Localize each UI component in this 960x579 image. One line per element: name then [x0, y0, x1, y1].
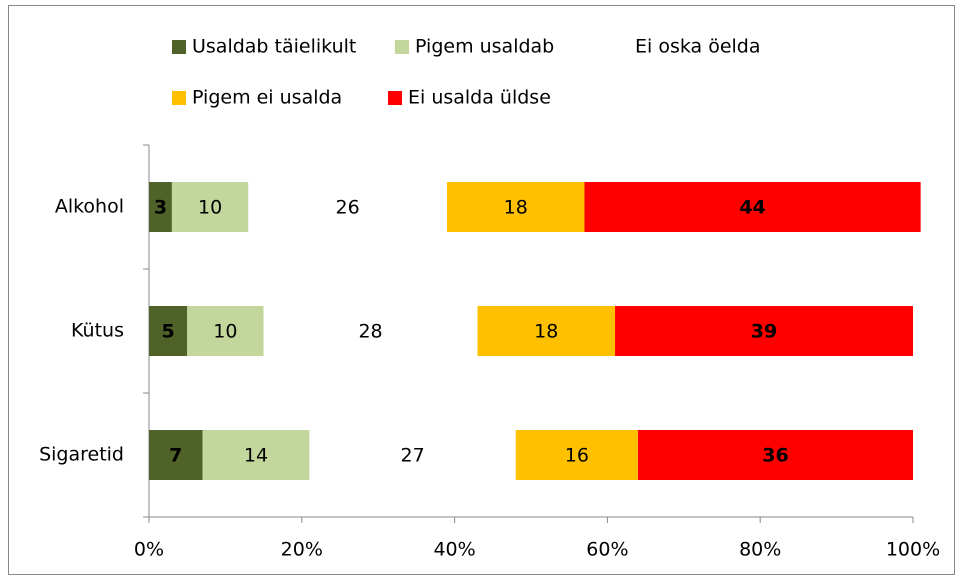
x-tick-label: 60% [586, 539, 628, 561]
data-label: 26 [336, 197, 360, 219]
bar-segment [171, 182, 249, 232]
bar-segment [149, 430, 203, 480]
bar-segment [309, 430, 516, 480]
x-tick-label: 0% [134, 539, 164, 561]
legend-swatch [388, 91, 402, 105]
legend-label: Usaldab täielikult [192, 36, 356, 58]
data-label: 5 [161, 321, 174, 343]
data-label: 36 [762, 445, 788, 467]
y-tick-label: Kütus [71, 320, 124, 342]
legend-swatch [615, 40, 629, 54]
data-label: 10 [213, 321, 237, 343]
bar-segment [515, 430, 638, 480]
data-label: 7 [169, 445, 182, 467]
legend-swatch [172, 40, 186, 54]
legend-label: Ei usalda üldse [408, 87, 551, 109]
data-label: 3 [154, 197, 167, 219]
legend-label: Pigem usaldab [415, 36, 554, 58]
bar-segment [149, 182, 172, 232]
bar-segment [202, 430, 310, 480]
data-label: 44 [739, 197, 765, 219]
data-label: 16 [565, 445, 589, 467]
bar-segment [637, 430, 913, 480]
bar-segment [446, 182, 585, 232]
y-tick-label: Sigaretid [39, 444, 124, 466]
bar-segment [615, 306, 913, 356]
legend-swatch [172, 91, 186, 105]
x-tick-label: 40% [433, 539, 475, 561]
data-label: 39 [751, 321, 777, 343]
bar-segment [584, 182, 921, 232]
bar-segment [187, 306, 264, 356]
y-tick-label: Alkohol [55, 196, 124, 218]
x-tick-label: 100% [886, 539, 940, 561]
data-label: 10 [198, 197, 222, 219]
legend-label: Pigem ei usalda [192, 87, 342, 109]
x-tick-label: 20% [281, 539, 323, 561]
bar-segment [149, 306, 188, 356]
legend-swatch [395, 40, 409, 54]
bar-segment [248, 182, 447, 232]
data-label: 28 [358, 321, 382, 343]
legend-label: Ei oska öelda [635, 36, 761, 58]
data-label: 14 [244, 445, 268, 467]
data-label: 18 [534, 321, 558, 343]
data-label: 27 [400, 445, 424, 467]
bar-segment [477, 306, 616, 356]
data-label: 18 [504, 197, 528, 219]
x-tick-label: 80% [739, 539, 781, 561]
bar-segment [263, 306, 478, 356]
